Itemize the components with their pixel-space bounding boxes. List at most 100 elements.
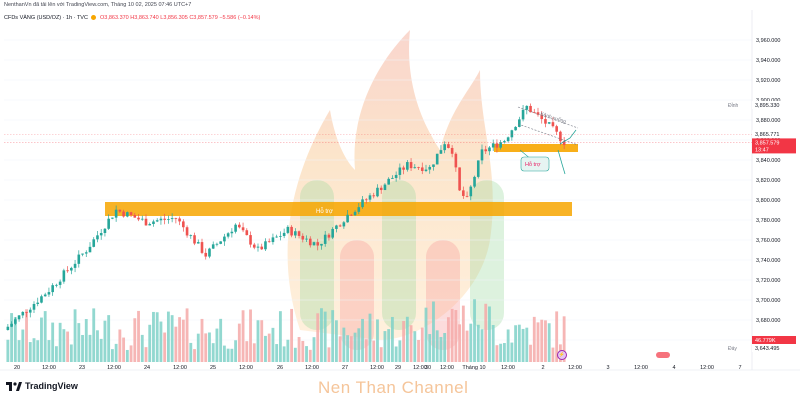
volume-bar — [159, 321, 163, 362]
volume-bar — [297, 337, 301, 362]
candle-body — [267, 241, 271, 243]
volume-bar — [193, 349, 196, 362]
time-axis-label: Tháng 10 — [462, 365, 485, 371]
candle-body — [480, 149, 484, 161]
candle-body — [144, 218, 148, 226]
price-scale[interactable]: 3,960.0003,940.0003,920.0003,900.0003,88… — [756, 38, 780, 344]
candle-body — [294, 231, 297, 236]
candle-body — [155, 220, 159, 222]
candle-body — [525, 105, 529, 110]
candle-body — [320, 243, 323, 246]
candle-body — [368, 195, 372, 200]
candle-body — [260, 246, 264, 250]
volume-bar — [338, 336, 342, 362]
candle-body — [331, 228, 334, 238]
volume-bar — [58, 322, 62, 362]
price-scale-label: 3,760.000 — [756, 238, 780, 244]
volume-bar — [249, 309, 252, 362]
volume-bar — [103, 320, 107, 362]
candle-body — [264, 241, 267, 250]
volume-bar — [402, 320, 406, 362]
volume-bar — [290, 308, 294, 362]
volume-bar — [446, 317, 450, 362]
volume-bar — [349, 336, 353, 362]
candle-body — [282, 232, 286, 236]
volume-bar — [544, 320, 547, 362]
candle-body — [21, 311, 25, 316]
price-scale-label: 3,800.000 — [756, 198, 780, 204]
time-axis-label: 3 — [606, 365, 609, 371]
candle-body — [84, 252, 88, 254]
volume-bar — [47, 340, 51, 362]
volume-bar — [480, 329, 484, 362]
volume-bar — [25, 309, 28, 362]
volume-bar — [219, 318, 223, 362]
volume-bar — [540, 319, 544, 362]
candle-body — [230, 231, 234, 234]
time-axis-label: 12:00 — [173, 365, 187, 371]
volume-bar — [387, 329, 391, 362]
logo-text: TradingView — [25, 381, 78, 391]
candle-body — [249, 235, 252, 245]
candle-body — [510, 130, 514, 138]
volume-bar — [282, 346, 286, 362]
volume-bar — [450, 308, 454, 362]
volume-bar — [316, 313, 320, 362]
volume-bar — [454, 310, 458, 362]
volume-bar — [174, 326, 178, 362]
volume-bar — [81, 334, 84, 362]
symbol-label[interactable]: CFDs VÀNG (USD/OZ) · 1h · TVC — [4, 15, 88, 21]
volume-tag: 46.779K — [755, 338, 776, 344]
candle-body — [51, 285, 54, 293]
volume-bar — [320, 308, 323, 362]
candle-body — [428, 166, 432, 170]
candle-body — [234, 224, 237, 232]
price-scale-label: 3,740.000 — [756, 258, 780, 264]
volume-bar — [260, 320, 264, 362]
volume-bar — [133, 318, 137, 362]
volume-bars — [6, 299, 566, 362]
candle-body — [126, 212, 129, 217]
candle-body — [77, 254, 81, 264]
candle-body — [133, 215, 137, 218]
volume-bar — [405, 316, 409, 362]
volume-bar — [140, 334, 144, 362]
volume-bar — [163, 332, 167, 362]
candle-body — [514, 126, 517, 131]
volume-bar — [211, 343, 215, 362]
candle-body — [256, 246, 260, 248]
tradingview-logo: TradingView — [6, 381, 78, 391]
volume-bar — [148, 324, 152, 362]
candle-body — [518, 119, 521, 127]
candle-body — [409, 162, 413, 169]
time-axis-label: 12:00 — [440, 365, 454, 371]
volume-bar — [73, 309, 77, 362]
event-icon[interactable]: ⚡ — [557, 350, 567, 360]
time-axis-label: 12:00 — [501, 365, 515, 371]
candle-body — [215, 243, 219, 245]
volume-bar — [458, 324, 462, 362]
volume-bar — [364, 339, 368, 362]
candle-body — [211, 244, 215, 249]
economic-event-flags-icon[interactable] — [656, 352, 670, 358]
candle-body — [447, 144, 450, 148]
countdown-tag-bg — [752, 145, 796, 154]
volume-bar — [122, 337, 126, 362]
volume-bar — [461, 305, 465, 362]
volume-bar — [323, 311, 327, 362]
volume-bar — [484, 303, 488, 362]
volume-bar — [413, 331, 417, 362]
candle-body — [323, 234, 327, 244]
time-axis[interactable]: 20 12:00 23 12:00 24 12:00 25 12:00 26 12:00 27 12:… — [14, 365, 742, 371]
time-axis-label: 12:00 — [42, 365, 56, 371]
volume-bar — [409, 325, 413, 362]
volume-bar — [502, 343, 506, 362]
price-scale-label: 3,700.000 — [756, 298, 780, 304]
candle-body — [350, 214, 353, 216]
volume-bar — [390, 316, 394, 362]
volume-bar — [129, 345, 133, 362]
candle-body — [17, 315, 21, 320]
volume-bar — [327, 347, 331, 362]
time-axis-label: 12:00 — [568, 365, 582, 371]
